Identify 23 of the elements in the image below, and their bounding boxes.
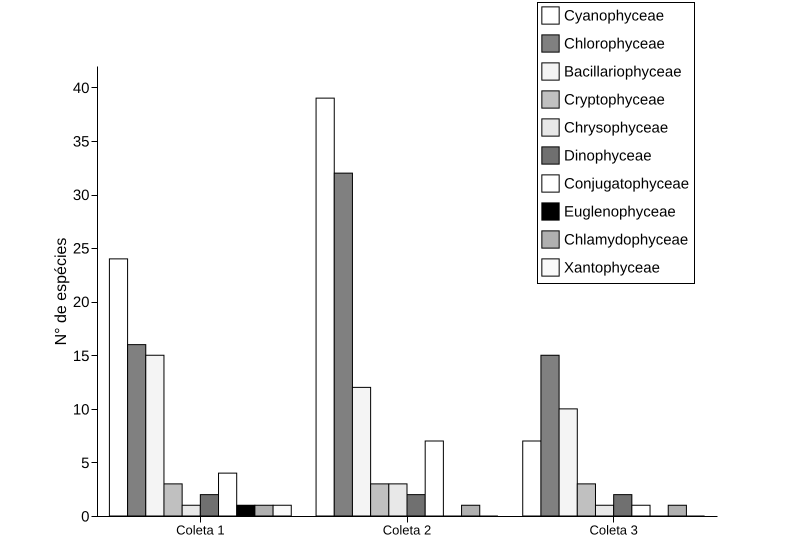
y-tick-label: 15 [72,348,90,365]
legend-label: Euglenophyceae [564,204,676,220]
legend-label: Dinophyceae [564,148,652,164]
legend-label: Cryptophyceae [564,92,665,108]
y-tick-label: 0 [81,508,90,526]
x-tick-label: Coleta 2 [382,522,432,538]
y-tick-label: 30 [72,187,90,204]
x-tick-label: Coleta 1 [176,522,225,538]
y-tick-label: 40 [72,80,90,97]
legend-label: Chlamydophyceae [564,232,688,248]
y-tick-label: 20 [72,294,90,312]
x-tick-label: Coleta 3 [589,522,638,538]
legend-label: Cyanophyceae [564,8,664,24]
legend-label: Conjugatophyceae [564,176,690,192]
y-axis-title: N° de espécies [52,238,70,346]
y-tick-label: 10 [72,401,90,418]
legend-label: Bacillariophyceae [564,64,682,80]
legend-label: Chrysophyceae [564,120,668,136]
legend-label: Xantophyceae [564,260,660,276]
y-tick-label: 25 [72,240,90,258]
y-tick-label: 35 [72,134,90,150]
legend-label: Chlorophyceae [564,36,665,52]
y-tick-label: 5 [81,454,90,472]
